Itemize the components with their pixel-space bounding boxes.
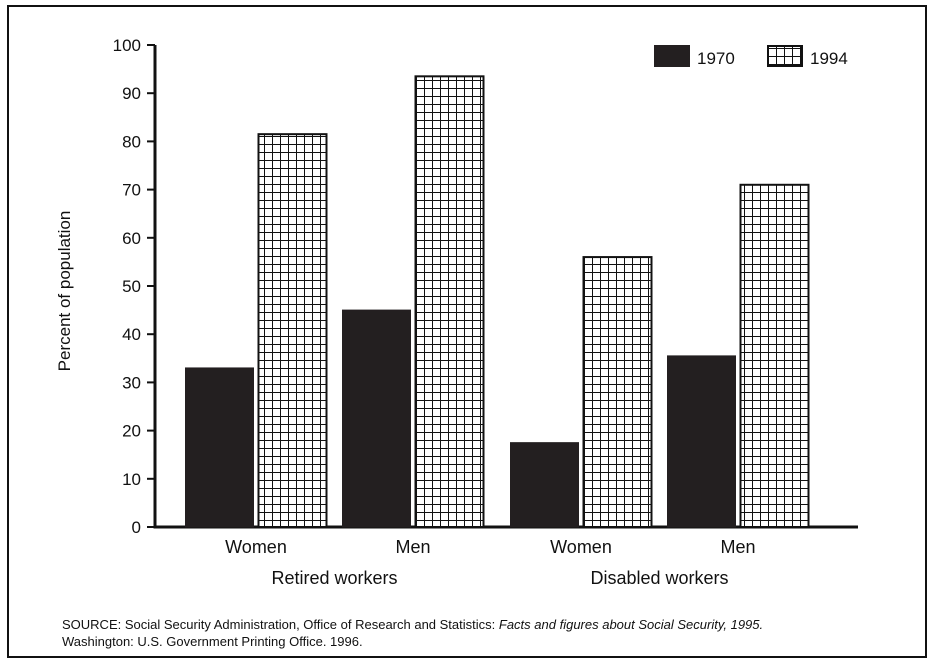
x-group-label: Disabled workers xyxy=(590,568,728,588)
y-tick-label: 90 xyxy=(122,84,141,103)
bar-1994 xyxy=(582,256,653,528)
y-axis-title: Percent of population xyxy=(55,211,74,372)
source-line-2: Washington: U.S. Government Printing Off… xyxy=(62,634,363,649)
y-tick-label: 30 xyxy=(122,373,141,392)
bar-1994 xyxy=(414,75,485,529)
x-tick-label: Men xyxy=(720,537,755,557)
x-group-label: Retired workers xyxy=(271,568,397,588)
bars xyxy=(185,75,810,529)
x-tick-label: Women xyxy=(225,537,287,557)
bar-1970 xyxy=(185,367,254,528)
bar-1994 xyxy=(739,183,810,528)
y-tick-label: 80 xyxy=(122,132,141,151)
legend-label-1970: 1970 xyxy=(697,49,735,68)
bar-1970 xyxy=(342,309,411,528)
bar-1994 xyxy=(257,133,328,528)
legend-swatch-1970 xyxy=(654,45,690,67)
source-prefix: SOURCE: Social Security Administration, … xyxy=(62,617,499,632)
bar-1970 xyxy=(510,442,579,528)
y-tick-label: 100 xyxy=(113,36,141,55)
y-tick-label: 0 xyxy=(132,518,141,537)
y-tick-label: 60 xyxy=(122,229,141,248)
x-tick-label: Men xyxy=(395,537,430,557)
x-tick-label: Women xyxy=(550,537,612,557)
y-tick-label: 70 xyxy=(122,181,141,200)
source-note: SOURCE: Social Security Administration, … xyxy=(62,616,922,650)
y-tick-label: 20 xyxy=(122,422,141,441)
bar-1970 xyxy=(667,355,736,528)
source-title: Facts and figures about Social Security,… xyxy=(498,617,764,632)
legend-label-1994: 1994 xyxy=(810,49,848,68)
source-line-1: SOURCE: Social Security Administration, … xyxy=(62,616,922,633)
labels: 0 10 20 30 40 50 60 70 80 90 100 Percent of populat… xyxy=(55,36,756,588)
legend-swatch-1994 xyxy=(767,45,803,67)
y-tick-label: 50 xyxy=(122,277,141,296)
y-tick-label: 10 xyxy=(122,470,141,489)
y-tick-label: 40 xyxy=(122,325,141,344)
legend: 1970 1994 xyxy=(654,45,848,68)
